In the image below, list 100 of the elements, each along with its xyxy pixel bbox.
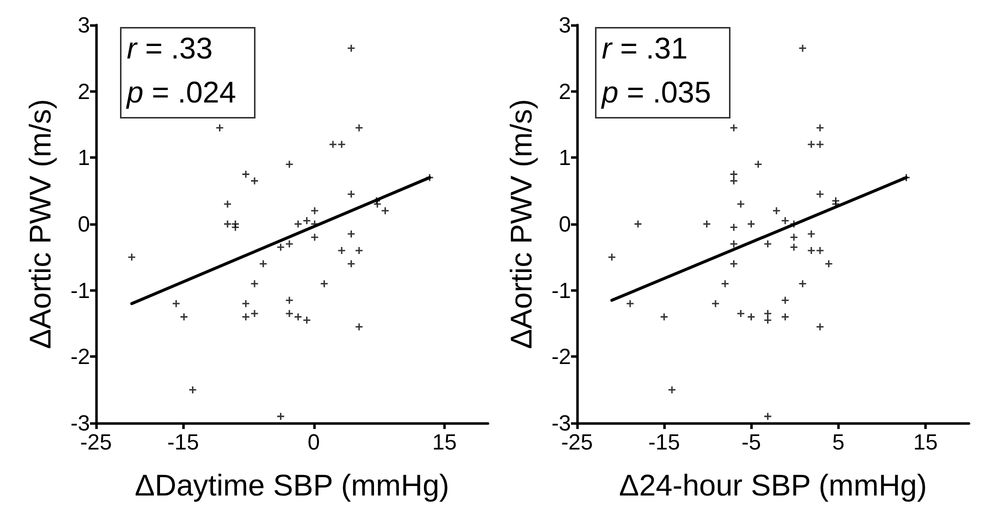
point (382, 207, 389, 214)
point (722, 280, 729, 288)
point (799, 44, 806, 52)
point (808, 247, 815, 254)
point (737, 310, 744, 318)
point (782, 313, 789, 320)
y-tick-label: 1 (558, 145, 571, 170)
y-tick-label: -2 (551, 344, 571, 370)
point (816, 140, 824, 148)
point (294, 313, 302, 320)
point (754, 160, 762, 168)
y-tick-label: 3 (558, 12, 571, 38)
point (311, 234, 318, 241)
point (730, 124, 738, 132)
point (703, 220, 710, 228)
point (311, 207, 318, 214)
point (790, 220, 798, 228)
y-tick-label: 0 (78, 212, 90, 236)
y-axis-title: ΔAortic PWV (m/s) (506, 98, 538, 350)
point (790, 234, 798, 241)
point (286, 296, 293, 304)
point (172, 300, 180, 308)
x-axis-title: Δ24-hour SBP (mmHg) (619, 470, 927, 502)
y-tick-label: -2 (70, 344, 90, 370)
point (782, 296, 789, 304)
point (232, 224, 239, 231)
x-tick-label: 15 (913, 430, 938, 454)
y-tick-label: -1 (70, 278, 90, 303)
point (782, 217, 789, 224)
point (277, 412, 284, 420)
point (251, 280, 258, 288)
y-axis-title: ΔAortic PWV (m/s) (24, 98, 58, 350)
point (356, 247, 363, 254)
point (668, 386, 676, 394)
point (180, 313, 188, 320)
point (737, 200, 744, 208)
point (730, 240, 738, 248)
x-tick-label: -5 (741, 430, 762, 454)
x-tick-label: -15 (167, 430, 200, 454)
point (348, 190, 355, 198)
point (277, 244, 284, 251)
point (260, 260, 267, 268)
point (348, 260, 355, 268)
point (730, 224, 738, 231)
point (242, 300, 250, 308)
y-tick-label: 1 (78, 145, 90, 170)
point (294, 220, 302, 228)
point (303, 316, 310, 324)
point (242, 313, 250, 320)
point (772, 207, 780, 214)
point (128, 254, 136, 261)
annotation: r = .33 (126, 32, 213, 66)
point (626, 300, 634, 308)
point (303, 217, 310, 224)
point (348, 230, 355, 238)
point (374, 200, 381, 208)
x-tick-label: -15 (648, 430, 680, 454)
y-tick-label: 2 (78, 78, 90, 104)
point (608, 254, 616, 261)
point (338, 247, 346, 254)
annotation: p = .035 (600, 76, 712, 110)
point (712, 300, 720, 308)
annotation: r = .31 (602, 32, 688, 66)
point (748, 220, 755, 228)
y-tick-label: 3 (78, 12, 90, 38)
point (816, 323, 824, 330)
y-tick-label: -1 (551, 278, 571, 303)
point (356, 124, 363, 132)
point (286, 240, 293, 248)
point (764, 240, 772, 248)
point (242, 170, 250, 178)
point (660, 313, 668, 320)
point (790, 244, 798, 251)
x-tick-label: 5 (832, 430, 844, 454)
point (808, 140, 815, 148)
annotation: p = .024 (126, 76, 236, 110)
point (426, 174, 434, 182)
point (224, 200, 232, 208)
point (764, 412, 772, 420)
point (764, 316, 772, 324)
point (251, 177, 258, 184)
y-tick-label: 0 (558, 212, 571, 236)
point (808, 230, 815, 238)
point (286, 160, 293, 168)
point (748, 313, 755, 320)
point (189, 386, 196, 394)
y-tick-label: 2 (558, 78, 571, 104)
x-tick-label: 0 (308, 430, 320, 454)
point (730, 170, 738, 178)
point (799, 280, 806, 288)
point (902, 174, 910, 182)
point (356, 323, 363, 330)
point (730, 260, 738, 268)
x-axis-title: ΔDaytime SBP (mmHg) (134, 470, 450, 502)
point (286, 310, 293, 318)
point (730, 177, 738, 184)
point (329, 140, 336, 148)
point (338, 140, 346, 148)
point (320, 280, 328, 288)
point (348, 44, 355, 52)
